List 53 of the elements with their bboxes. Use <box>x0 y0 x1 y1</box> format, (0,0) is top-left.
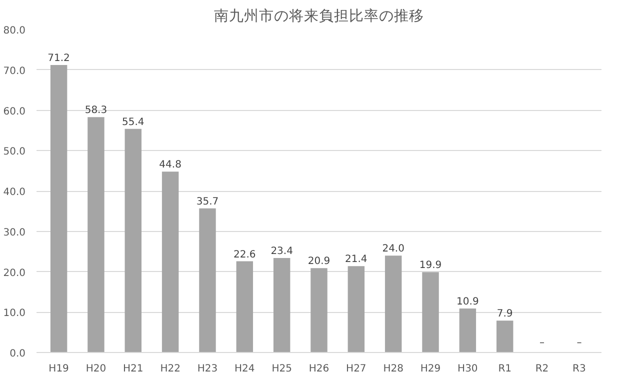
data-label: 23.4 <box>270 246 293 258</box>
x-tick-label: H26 <box>308 364 330 374</box>
data-label: 19.9 <box>419 260 442 272</box>
x-tick-label: R2 <box>535 364 549 374</box>
bar <box>422 272 439 352</box>
bar <box>384 256 402 352</box>
x-tick-label: H20 <box>86 364 106 374</box>
data-label: 20.9 <box>308 256 330 268</box>
bar <box>50 65 68 352</box>
x-tick-label: H27 <box>346 364 366 374</box>
y-tick-label: 20.0 <box>3 268 26 279</box>
x-tick-label: H29 <box>420 364 441 374</box>
y-tick-label: 10.0 <box>3 308 26 320</box>
bar <box>348 266 365 352</box>
x-tick-label: H23 <box>197 364 218 374</box>
data-label: 44.8 <box>159 160 182 171</box>
data-label: 58.3 <box>84 105 108 116</box>
bar <box>273 258 290 352</box>
bar <box>162 172 179 352</box>
x-tick-label: H28 <box>383 364 404 374</box>
data-label: 24.0 <box>382 244 404 255</box>
x-tick-label: H19 <box>48 364 69 374</box>
x-tick-label: H22 <box>160 364 180 374</box>
bar <box>236 261 254 352</box>
y-tick-label: 40.0 <box>3 187 26 198</box>
x-tick-label: R3 <box>572 364 586 374</box>
bar <box>124 128 142 352</box>
data-label: 71.2 <box>48 53 70 64</box>
data-label: 35.7 <box>196 196 219 208</box>
x-tick-label: R1 <box>498 364 512 374</box>
y-tick-label: 0.0 <box>10 348 26 360</box>
x-tick-label: H30 <box>458 364 478 374</box>
data-label: 7.9 <box>496 308 513 320</box>
y-tick-label: 50.0 <box>3 146 26 158</box>
x-tick-label: H24 <box>234 364 255 374</box>
y-tick-label: 80.0 <box>3 26 26 36</box>
x-tick-label: H21 <box>123 364 144 374</box>
bar <box>310 268 328 352</box>
data-label: 21.4 <box>345 254 368 266</box>
data-label: 22.6 <box>234 249 256 260</box>
bar <box>88 117 104 352</box>
bar <box>199 208 216 352</box>
chart-title: 南九州市の将来負担比率の推移 <box>214 8 424 24</box>
data-label: 55.4 <box>122 116 144 128</box>
data-label: – <box>576 338 582 348</box>
y-tick-label: 70.0 <box>3 66 26 77</box>
bar <box>496 320 514 352</box>
bar <box>459 308 476 352</box>
y-tick-label: 30.0 <box>3 227 26 238</box>
y-tick-label: 60.0 <box>3 106 26 118</box>
data-label: 10.9 <box>456 296 479 308</box>
data-label: – <box>540 338 545 348</box>
x-tick-label: H25 <box>272 364 292 374</box>
